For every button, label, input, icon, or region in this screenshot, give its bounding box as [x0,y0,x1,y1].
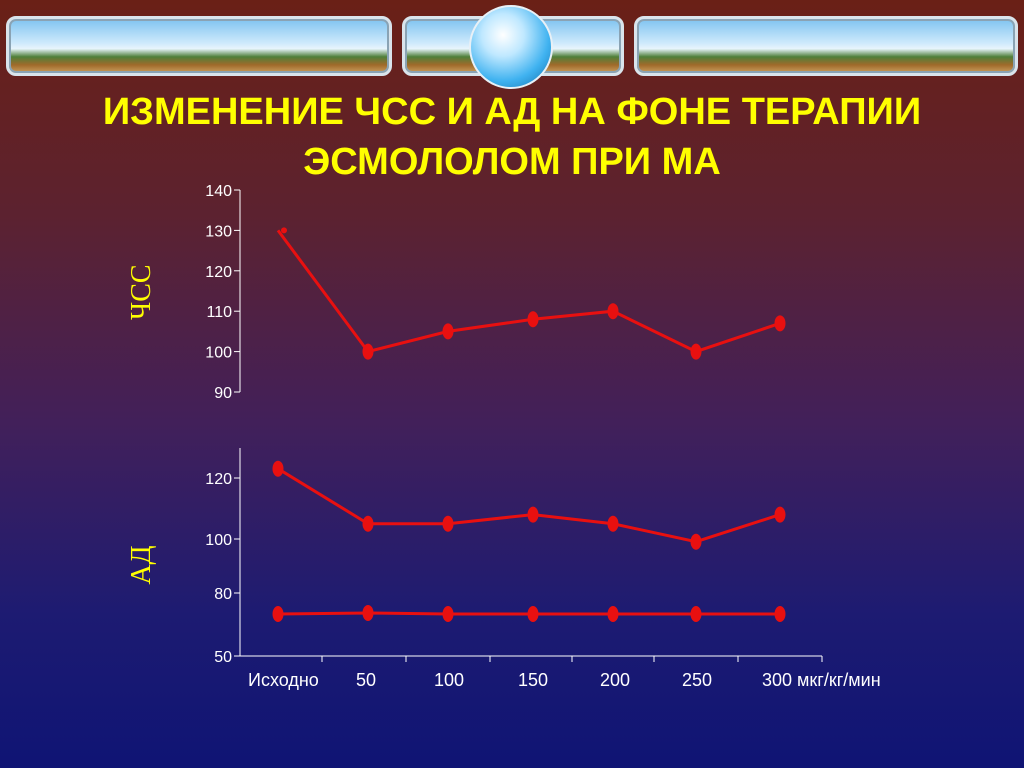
hr-y-tick-label: 140 [205,183,232,200]
bp-y-tick-label: 100 [205,532,232,549]
hr-data-point [774,315,786,332]
x-category-label: 250 [682,670,712,690]
bp-data-point [442,515,454,532]
chart-title-line-1: ИЗМЕНЕНИЕ ЧСС И АД НА ФОНЕ ТЕРАПИИ [102,91,922,133]
x-category-label: 50 [356,670,376,690]
hr-data-point [362,343,374,360]
hr-data-point [442,323,454,340]
hr-data-point [281,227,287,234]
hr-data-point [527,311,539,328]
bp-data-point [774,506,786,523]
x-category-label: 300 мкг/кг/мин [762,670,881,690]
bp-y-tick-label: 50 [214,649,232,666]
chart-title-line-2: ЭСМОЛОЛОМ ПРИ МА [303,141,721,183]
bp-data-point [607,515,619,532]
bp-data-point [690,606,702,622]
globe-icon [469,5,553,89]
bp-y-tick-label: 80 [214,586,232,603]
bp-data-point [442,606,454,622]
header-banner-left [6,16,392,76]
hr-data-point [690,343,702,360]
bp-data-point [272,460,284,477]
hr-y-tick-label: 110 [206,304,232,321]
x-category-label: 200 [600,670,630,690]
bp-data-point [607,606,619,622]
hr-series-line [276,229,781,354]
x-category-label: Исходно [248,670,319,690]
hr-y-tick-label: 120 [205,264,232,281]
bp-data-point [527,506,539,523]
bp-data-point [272,606,284,622]
bp-data-point [774,606,786,622]
bp-data-point [690,533,702,550]
hr-y-tick-label: 130 [205,223,232,240]
bp-data-point [362,604,374,621]
x-category-label: 100 [434,670,464,690]
bp-data-point [362,515,374,532]
hr-y-tick-label: 90 [214,385,232,402]
hr-y-tick-label: 100 [205,345,232,362]
hr-data-point [607,303,619,320]
header-banner-right [634,16,1018,76]
x-category-label: 150 [518,670,548,690]
bp-series-line [277,467,781,544]
bp-data-point [527,606,539,622]
bp-y-tick-label: 120 [205,471,232,488]
